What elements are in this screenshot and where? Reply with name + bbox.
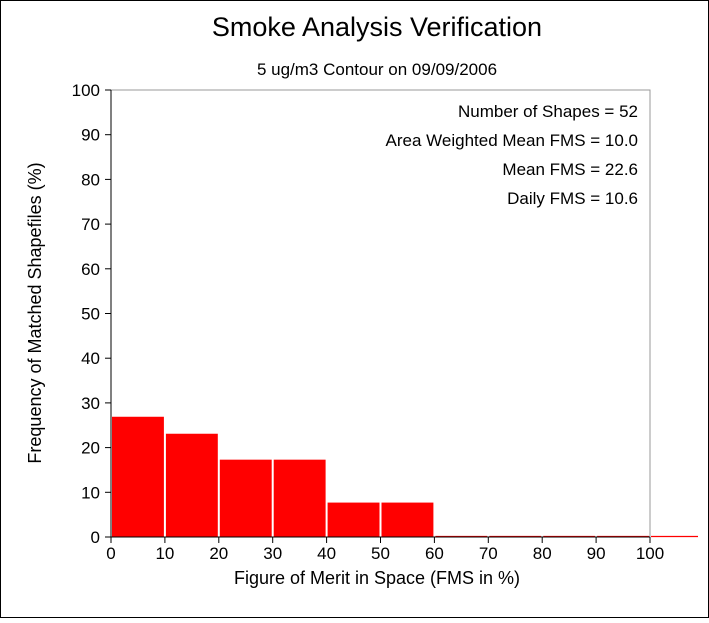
x-tick-label: 20 (209, 544, 228, 563)
bar-0-10 (112, 416, 164, 537)
annotations-group: Number of Shapes = 52 Area Weighted Mean … (386, 102, 638, 208)
x-tick-label: 0 (106, 544, 115, 563)
bars-group (112, 416, 698, 538)
y-axis-label: Frequency of Matched Shapefiles (%) (25, 162, 45, 463)
y-tick-label: 80 (81, 170, 100, 189)
stat-annotation: Number of Shapes = 52 (458, 102, 638, 121)
y-tick-label: 70 (81, 215, 100, 234)
x-tick-label: 60 (425, 544, 444, 563)
y-tick-label: 30 (81, 394, 100, 413)
x-tick-label: 10 (155, 544, 174, 563)
x-axis-label: Figure of Merit in Space (FMS in %) (234, 568, 520, 588)
y-tick-label: 40 (81, 349, 100, 368)
x-tick-label: 80 (533, 544, 552, 563)
y-tick-label: 100 (72, 81, 100, 100)
chart-subtitle: 5 ug/m3 Contour on 09/09/2006 (257, 60, 497, 79)
y-tick-label: 20 (81, 439, 100, 458)
y-tick-label: 10 (81, 483, 100, 502)
bar-20-30 (219, 459, 272, 537)
bar-40-50 (327, 502, 380, 537)
stat-annotation: Mean FMS = 22.6 (502, 160, 638, 179)
bar-10-20 (165, 433, 218, 537)
x-tick-label: 50 (371, 544, 390, 563)
stat-annotation: Daily FMS = 10.6 (507, 189, 638, 208)
y-tick-label: 60 (81, 260, 100, 279)
axes-group: 0 10 20 30 40 50 60 70 80 90 100 0 10 20 30 40 50 60 70 80 9… (72, 81, 665, 563)
y-tick-label: 0 (91, 528, 100, 547)
x-tick-label: 30 (263, 544, 282, 563)
stat-annotation: Area Weighted Mean FMS = 10.0 (386, 131, 638, 150)
y-tick-label: 50 (81, 305, 100, 324)
y-tick-label: 90 (81, 126, 100, 145)
x-tick-label: 90 (587, 544, 606, 563)
chart-title: Smoke Analysis Verification (212, 12, 542, 42)
x-tick-label: 100 (636, 544, 664, 563)
bar-30-40 (273, 459, 326, 537)
bar-50-60 (381, 502, 434, 537)
x-tick-label: 40 (317, 544, 336, 563)
x-tick-label: 70 (479, 544, 498, 563)
